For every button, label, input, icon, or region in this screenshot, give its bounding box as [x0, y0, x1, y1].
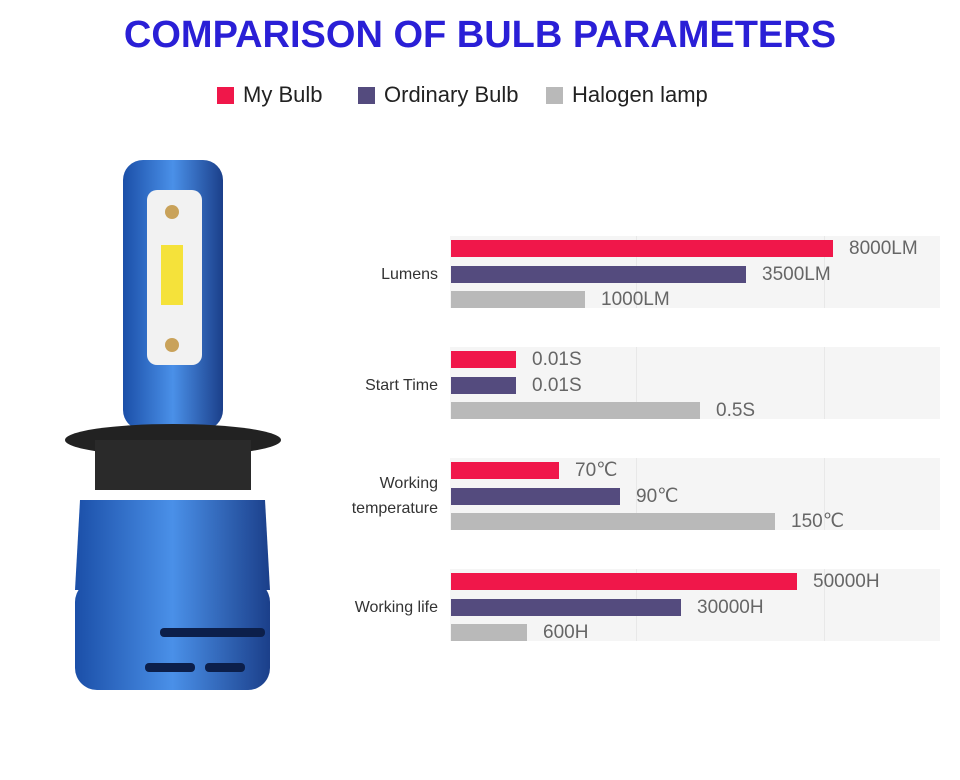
bar — [451, 462, 559, 479]
value-label: 600H — [543, 622, 589, 643]
bar — [451, 351, 516, 368]
value-label: 30000H — [697, 596, 764, 618]
bar — [451, 265, 746, 283]
value-label: 0.5S — [716, 400, 756, 421]
legend-label: Halogen lamp — [572, 82, 708, 107]
divider — [824, 569, 825, 641]
value-label: 150℃ — [791, 511, 845, 532]
value-label: 90℃ — [636, 485, 679, 507]
value-label: 8000LM — [849, 238, 918, 259]
legend-swatch — [358, 86, 375, 104]
value-label: 50000H — [813, 571, 880, 592]
divider — [824, 458, 825, 530]
legend-item: My Bulb — [217, 82, 322, 108]
value-label: 0.01S — [532, 349, 582, 370]
bar — [451, 513, 775, 530]
title: COMPARISON OF BULB PARAMETERS — [123, 14, 837, 56]
legend-swatch — [217, 86, 234, 104]
divider — [824, 236, 825, 308]
bar — [451, 291, 585, 308]
bar — [451, 598, 681, 616]
legend-item: Ordinary Bulb — [358, 82, 519, 108]
legend-swatch — [546, 86, 563, 104]
divider — [636, 458, 637, 530]
divider — [636, 347, 637, 419]
value-label: 70℃ — [575, 460, 618, 481]
bar — [451, 376, 516, 394]
bar — [451, 402, 700, 419]
bar — [451, 487, 620, 505]
category-label: Lumens — [381, 265, 438, 283]
category-label: Working temperature — [351, 475, 438, 517]
legend-item: Halogen lamp — [546, 82, 708, 108]
legend-label: My Bulb — [243, 82, 323, 107]
value-label: 0.01S — [532, 374, 582, 396]
value-label: 3500LM — [762, 263, 831, 285]
category-label: Working life — [354, 598, 438, 616]
bar — [451, 240, 833, 257]
divider — [824, 347, 825, 419]
category-label: Start Time — [365, 376, 438, 394]
bulb-illustration — [65, 160, 281, 690]
value-label: 1000LM — [601, 289, 670, 310]
legend-label: Ordinary Bulb — [384, 82, 519, 107]
bar — [451, 573, 797, 590]
bar — [451, 624, 527, 641]
